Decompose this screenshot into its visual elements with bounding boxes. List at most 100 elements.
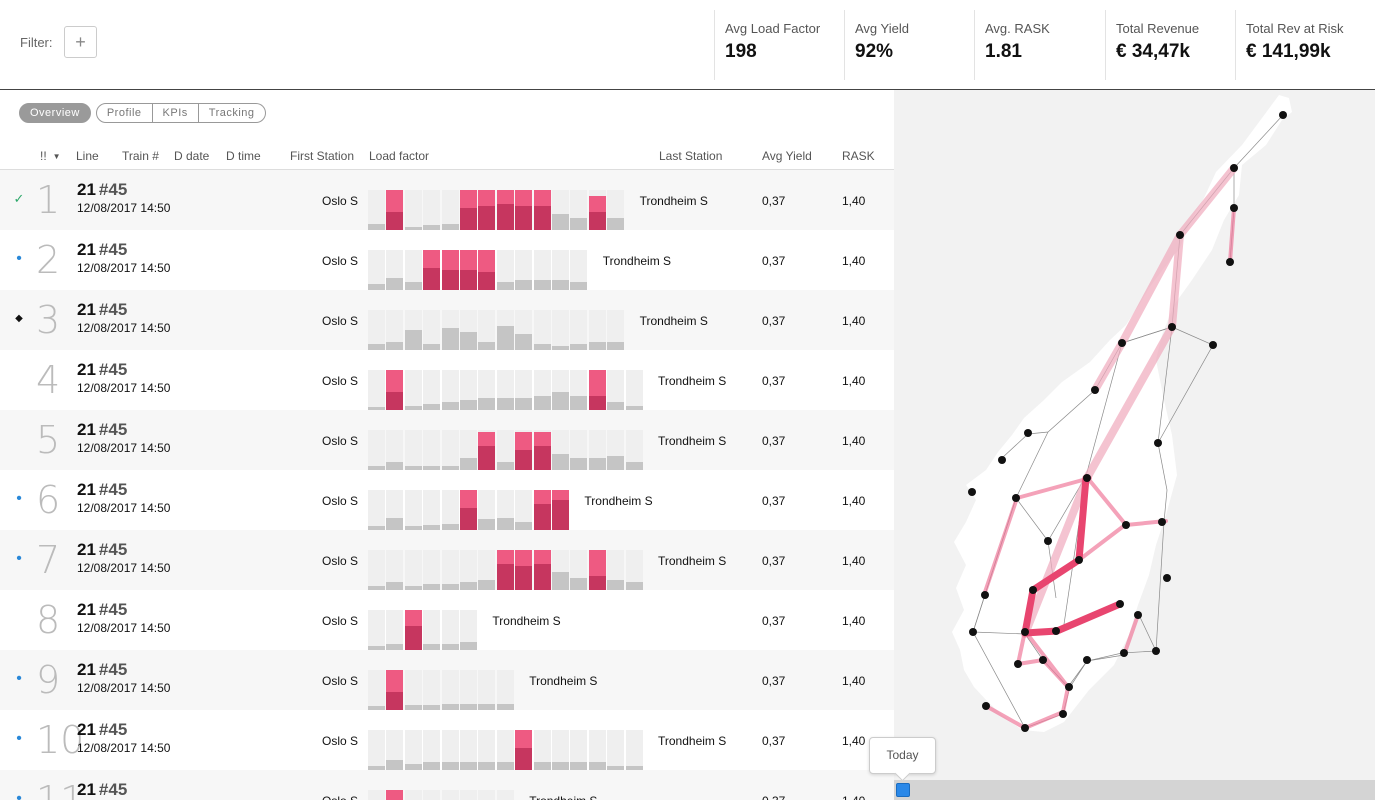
bar-fill [404,406,422,410]
bar-fill-risk [460,208,477,230]
bar-fill [460,400,477,410]
load-factor-bar [478,190,496,230]
table-row[interactable]: • 2 21 #45 12/08/2017 14:50 Oslo S Trondheim S… [0,230,894,290]
bar-fill [588,342,606,350]
bar-fill-risk [533,446,551,470]
bar-fill [552,280,569,290]
train-cell: 21#45 12/08/2017 14:50 [77,420,170,455]
bar-fill [368,406,385,410]
departure-datetime: 12/08/2017 14:50 [77,201,171,215]
avg-yield: 0,37 [762,794,785,800]
line-number: 21 [77,540,96,559]
bar-fill [423,705,441,710]
timeline-slider[interactable] [894,780,1375,800]
row-number: 4 [36,358,61,402]
table-row[interactable]: • 9 21 #45 12/08/2017 14:50 Oslo S Trondheim S… [0,650,894,710]
bar-fill [441,644,459,650]
kpi-value: € 34,47k [1116,41,1190,62]
line-number: 21 [77,240,96,259]
table-row[interactable]: ✓ 1 21 #45 12/08/2017 14:50 Oslo S Trondheim S… [0,170,894,230]
col-dtime[interactable]: D time [226,149,261,163]
bar-fill [386,760,404,770]
load-factor-bar [496,370,514,410]
col-first-station[interactable]: First Station [290,149,355,163]
network-map[interactable] [894,90,1375,780]
line-number: 21 [77,720,96,739]
bar-fill [441,704,459,710]
col-line[interactable]: Line [76,149,99,163]
table-row[interactable]: • 10 21 #45 12/08/2017 14:50 Oslo S Trondheim … [0,710,894,770]
table-row[interactable]: 5 21 #45 12/08/2017 14:50 Oslo S Trondheim S 0… [0,410,894,470]
load-factor-bar [404,250,422,290]
load-factor-bar [533,550,551,590]
trains-panel: Overview Profile KPIs Tracking !! ▼ Line … [0,90,894,800]
table-row[interactable]: 8 21 #45 12/08/2017 14:50 Oslo S Trondheim S 0… [0,590,894,650]
train-number: #45 [98,180,128,199]
load-factor-bar [515,250,533,290]
load-factor-bar [386,250,404,290]
bar-fill [460,762,477,770]
load-factor-bar [386,370,404,410]
table-row[interactable]: 4 21 #45 12/08/2017 14:50 Oslo S Trondheim S 0… [0,350,894,410]
diamond-icon: ◆ [15,313,23,324]
col-ddate[interactable]: D date [174,149,210,163]
rask-value: 1,40 [842,314,866,328]
col-rask[interactable]: RASK [842,149,875,163]
last-station: Trondheim S [602,254,672,268]
load-factor-bar [460,430,477,470]
bar-fill [368,224,385,230]
row-number: 1 [36,178,61,222]
load-factor-bar [533,730,551,770]
bar-fill-high [386,790,404,800]
table-row[interactable]: • 6 21 #45 12/08/2017 14:50 Oslo S Trondheim S… [0,470,894,530]
load-factor-bar [423,310,441,350]
bar-fill [441,584,459,590]
rask-value: 1,40 [842,194,866,208]
rask-value: 1,40 [842,494,866,508]
col-load-factor[interactable]: Load factor [369,149,430,163]
last-station: Trondheim S [639,194,708,208]
col-avg-yield[interactable]: Avg Yield [762,149,812,163]
bar-fill [460,582,477,590]
col-flag[interactable]: !! ▼ [40,149,61,163]
tab-profile[interactable]: Profile [95,103,153,123]
load-factor-bar [460,370,477,410]
load-factor-bar [368,190,385,230]
load-factor-bar [368,430,385,470]
load-factor-bar [368,670,385,710]
col-last-station[interactable]: Last Station [659,149,723,163]
kpi-label: Avg Load Factor [725,21,821,36]
load-factor-bar [625,430,643,470]
table-row[interactable]: • 7 21 #45 12/08/2017 14:50 Oslo S Trondheim S… [0,530,894,590]
load-factor-bar [515,370,533,410]
train-cell: 21#45 12/08/2017 14:50 [77,720,170,755]
table-row[interactable]: ◆ 3 21 #45 12/08/2017 14:50 Oslo S Trondheim S… [0,290,894,350]
bar-fill-risk [515,450,533,470]
col-train[interactable]: Train # [122,149,159,163]
bar-fill [368,344,385,350]
line-number: 21 [77,360,96,379]
bar-fill [496,326,514,350]
bar-fill [386,518,404,530]
filter-label: Filter: [20,35,53,50]
row-number: 11 [36,778,85,800]
tab-overview[interactable]: Overview [19,103,91,123]
bar-fill-risk [386,692,404,710]
tab-tracking[interactable]: Tracking [198,103,266,123]
tab-kpis[interactable]: KPIs [152,103,199,123]
timeline-handle[interactable] [896,783,910,797]
load-factor-bar [386,550,404,590]
train-cell: 21#45 12/08/2017 14:50 [77,180,170,215]
bar-fill [625,582,643,590]
departure-datetime: 12/08/2017 14:50 [77,261,171,275]
load-factor-bar [496,310,514,350]
bar-fill-risk [515,566,533,590]
avg-yield: 0,37 [762,734,786,748]
rask-value: 1,40 [842,254,866,268]
avg-yield: 0,37 [762,614,786,628]
departure-datetime: 12/08/2017 14:50 [77,441,171,455]
bar-fill [607,456,625,470]
add-filter-button[interactable]: + [64,26,97,58]
line-number: 21 [77,660,96,679]
